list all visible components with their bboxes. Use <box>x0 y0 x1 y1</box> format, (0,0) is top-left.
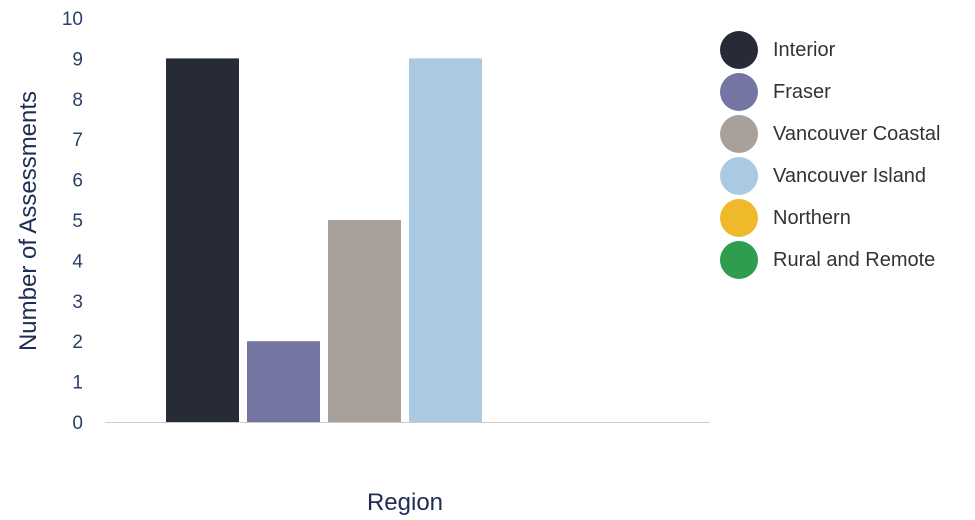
y-tick-label: 3 <box>72 292 83 313</box>
bar-vancouver-coastal <box>328 220 401 422</box>
legend-item-rural-and-remote[interactable]: Rural and Remote <box>720 239 941 281</box>
y-tick-label: 8 <box>72 90 83 111</box>
y-tick-label: 1 <box>72 373 83 394</box>
y-tick-label: 10 <box>62 9 83 30</box>
y-tick-label: 4 <box>72 251 83 272</box>
legend: Interior Fraser Vancouver Coastal Vancouver… <box>720 29 941 281</box>
bars <box>166 58 482 423</box>
legend-label: Vancouver Island <box>773 164 927 187</box>
y-tick-label: 0 <box>72 413 83 434</box>
y-tick-label: 5 <box>72 211 83 232</box>
x-axis-title: Region <box>367 489 443 516</box>
y-axis-title: Number of Assessments <box>15 91 42 351</box>
legend-swatch <box>720 73 758 111</box>
legend-swatch <box>720 157 758 195</box>
legend-item-vancouver-coastal[interactable]: Vancouver Coastal <box>720 113 941 155</box>
bar-fraser <box>247 341 320 422</box>
legend-swatch <box>720 241 758 279</box>
legend-item-northern[interactable]: Northern <box>720 197 941 239</box>
legend-label: Vancouver Coastal <box>773 122 941 145</box>
y-tick-label: 9 <box>72 49 83 70</box>
legend-label: Interior <box>773 38 836 61</box>
legend-label: Rural and Remote <box>773 248 936 271</box>
legend-swatch <box>720 115 758 153</box>
legend-swatch <box>720 199 758 237</box>
y-tick-label: 2 <box>72 332 83 353</box>
y-tick-label: 7 <box>72 130 83 151</box>
legend-swatch <box>720 31 758 69</box>
legend-item-interior[interactable]: Interior <box>720 29 941 71</box>
legend-label: Fraser <box>773 80 831 103</box>
legend-item-fraser[interactable]: Fraser <box>720 71 941 113</box>
y-axis-ticks: 0 1 2 3 4 5 6 7 8 9 10 <box>62 9 84 434</box>
y-tick-label: 6 <box>72 171 83 192</box>
bar-vancouver-island <box>409 58 482 423</box>
legend-item-vancouver-island[interactable]: Vancouver Island <box>720 155 941 197</box>
legend-label: Northern <box>773 206 851 229</box>
bar-interior <box>166 58 239 423</box>
